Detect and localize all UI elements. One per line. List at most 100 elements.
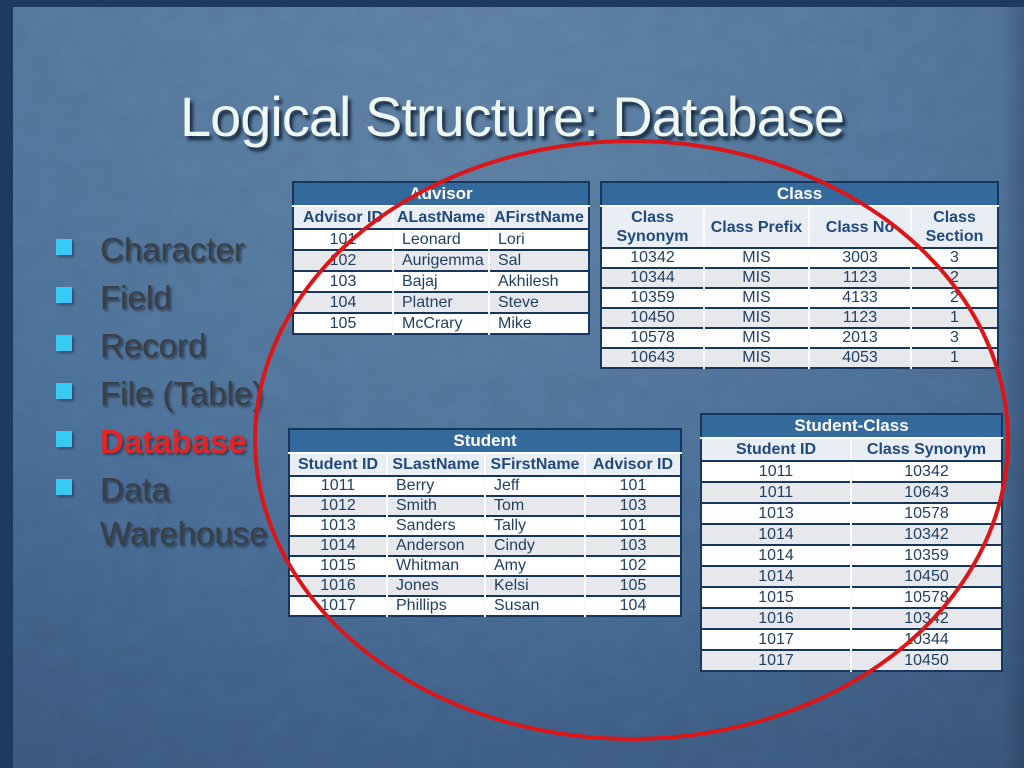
table-cell: MIS xyxy=(703,307,809,328)
table-cell: 1011 xyxy=(701,481,851,503)
table-row: 10359 MIS 4133 2 xyxy=(601,287,998,308)
table-cell: 10643 xyxy=(849,481,1003,503)
table-cell: Anderson xyxy=(386,535,485,556)
table-row: 1014 10342 xyxy=(701,523,1003,545)
table-cell: 103 xyxy=(293,270,393,292)
table-cell: 1017 xyxy=(289,595,387,616)
table-cell: 10578 xyxy=(849,502,1003,524)
data-table-grid: Class Class Synonym Class Prefix Class No Cl… xyxy=(600,181,999,369)
table-cell: McCrary xyxy=(392,312,489,334)
table-cell: Berry xyxy=(386,476,485,496)
table-row: 1011 10342 xyxy=(701,461,1003,482)
table-cell: 10359 xyxy=(601,287,704,308)
table-cell: 105 xyxy=(293,312,393,334)
table-title: Student-Class xyxy=(701,414,1003,439)
data-table-grid: Student-Class Student ID Class Synonym 1011… xyxy=(700,413,1004,672)
table-cell: Kelsi xyxy=(484,575,585,596)
table-cell: 105 xyxy=(583,575,682,596)
table-cell: Jones xyxy=(386,575,485,596)
table-cell: 1014 xyxy=(701,544,851,566)
table-row: 1011 Berry Jeff 101 xyxy=(289,476,682,496)
square-bullet-icon xyxy=(56,431,72,447)
bullet-label: Field xyxy=(100,279,172,316)
table-cell: 1123 xyxy=(808,267,911,288)
table-row: 103 Bajaj Akhilesh xyxy=(293,270,590,292)
table-row: 10643 MIS 4053 1 xyxy=(601,347,998,368)
table-row: 1013 10578 xyxy=(701,502,1003,524)
table-cell: Sanders xyxy=(386,515,485,536)
table-cell: Sal xyxy=(487,249,590,271)
table-cell: Aurigemma xyxy=(392,249,489,271)
table-cell: 1011 xyxy=(758,462,794,480)
column-header: ALastName xyxy=(392,206,489,230)
square-bullet-icon xyxy=(56,335,72,351)
table-cell: 10450 xyxy=(601,307,704,328)
column-header: AFirstName xyxy=(487,206,590,230)
table-row: 10450 MIS 1123 1 xyxy=(601,307,998,328)
table-row: 10578 MIS 2013 3 xyxy=(601,327,998,348)
column-header: Student ID xyxy=(289,453,387,477)
table-cell: 1014 xyxy=(289,535,387,556)
table-title: Advisor xyxy=(293,182,590,207)
table-cell: 10342 xyxy=(849,461,1003,482)
table-cell: 1017 xyxy=(701,649,851,671)
table-cell: 1 xyxy=(910,347,998,368)
column-header: Class Section xyxy=(910,206,998,249)
advisor-table: Advisor Advisor ID ALastName AFirstName 101 L… xyxy=(292,181,591,335)
bullet-label: File (Table) xyxy=(100,375,264,412)
table-row: 1017 Phillips Susan 104 xyxy=(289,595,682,616)
table-row: 1017 10344 xyxy=(701,628,1003,650)
table-row: 1015 10578 xyxy=(701,586,1003,608)
table-cell: 1013 xyxy=(701,502,851,524)
table-row: 1013 Sanders Tally 101 xyxy=(289,515,682,536)
table-cell: Akhilesh xyxy=(487,270,590,292)
bullet-item-character: Character xyxy=(56,228,294,276)
bullet-item-field: Field xyxy=(56,276,294,324)
column-header: Class Synonym xyxy=(849,438,1003,462)
square-bullet-icon xyxy=(56,383,72,399)
table-cell: Steve xyxy=(487,291,590,313)
square-bullet-icon xyxy=(56,287,72,303)
square-bullet-icon xyxy=(56,239,72,255)
table-row: 101 Leonard Lori xyxy=(293,229,590,250)
table-cell: 2 xyxy=(910,267,998,288)
slide-top-border xyxy=(0,0,1024,7)
table-cell: Cindy xyxy=(484,535,585,556)
table-cell: 1017 xyxy=(701,628,851,650)
table-row: 1011 10643 xyxy=(701,481,1003,503)
column-header: SFirstName xyxy=(484,453,585,477)
table-cell: 3003 xyxy=(808,248,911,268)
table-cell: 102 xyxy=(583,555,682,576)
table-cell: Phillips xyxy=(386,595,485,616)
table-cell: 10578 xyxy=(849,586,1003,608)
table-cell: 103 xyxy=(583,495,682,516)
table-cell: 10359 xyxy=(849,544,1003,566)
table-cell: 1013 xyxy=(289,515,387,536)
table-cell: 1011 xyxy=(320,477,356,494)
table-row: 1014 10359 xyxy=(701,544,1003,566)
table-cell: 10450 xyxy=(849,649,1003,671)
table-row: 1012 Smith Tom 103 xyxy=(289,495,682,516)
table-cell: MIS xyxy=(703,327,809,348)
table-row: 1015 Whitman Amy 102 xyxy=(289,555,682,576)
table-cell: Whitman xyxy=(386,555,485,576)
table-cell: Lori xyxy=(487,229,590,250)
table-cell: 3 xyxy=(910,248,998,268)
data-table-grid: Advisor Advisor ID ALastName AFirstName 101 L… xyxy=(292,181,591,335)
table-row: 104 Platner Steve xyxy=(293,291,590,313)
slide-left-border xyxy=(0,0,13,768)
table-cell: 4133 xyxy=(808,287,911,308)
table-cell: Tom xyxy=(484,495,585,516)
table-cell: 1015 xyxy=(289,555,387,576)
table-cell: Amy xyxy=(484,555,585,576)
class-table: Class Class Synonym Class Prefix Class No Cl… xyxy=(600,181,999,369)
table-cell: 10643 xyxy=(601,347,704,368)
table-cell: 1015 xyxy=(701,586,851,608)
table-cell: Platner xyxy=(392,291,489,313)
bullet-item-record: Record xyxy=(56,324,294,372)
table-cell: 10344 xyxy=(601,267,704,288)
table-cell: 102 xyxy=(293,249,393,271)
table-row: 10344 MIS 1123 2 xyxy=(601,267,998,288)
table-cell: Jeff xyxy=(484,476,585,496)
table-row: 1016 Jones Kelsi 105 xyxy=(289,575,682,596)
